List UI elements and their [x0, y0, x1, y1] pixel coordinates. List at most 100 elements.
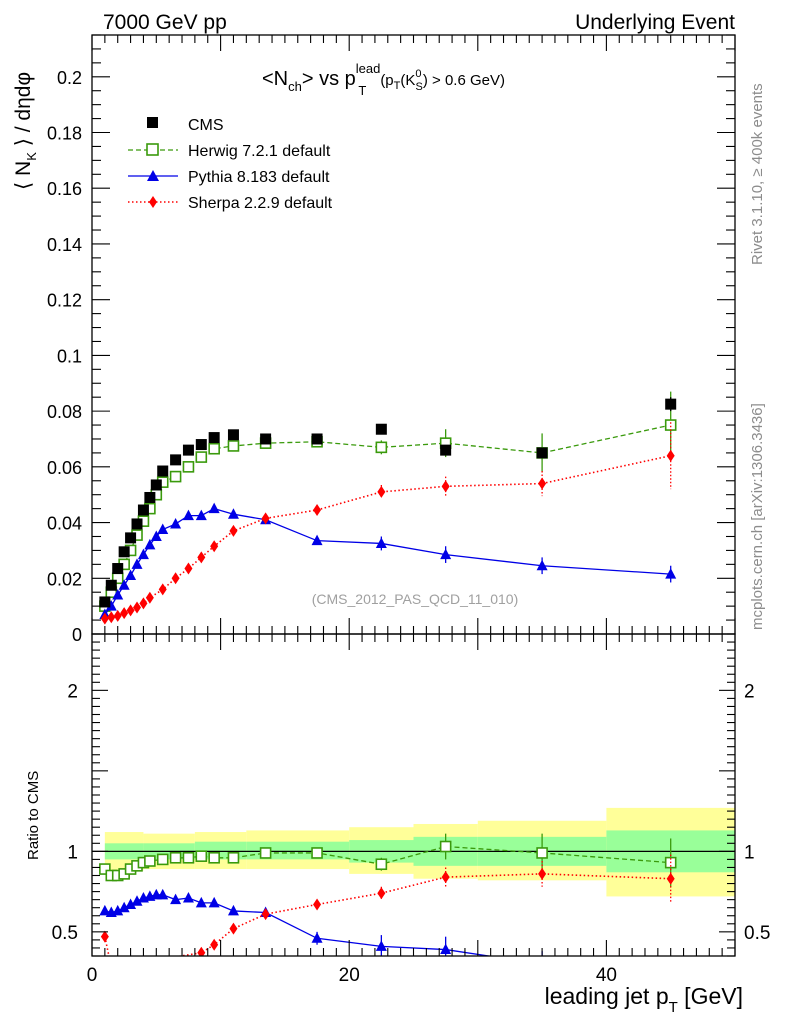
top-pythia-point-4	[125, 569, 137, 580]
top-ytick-label-9: 0.2	[57, 68, 82, 88]
top-cms-point-1	[105, 579, 117, 591]
title-cond-K0: 0	[415, 68, 421, 80]
top-sherpa-point-17	[441, 480, 450, 493]
ratio-pythia-point-13	[208, 896, 220, 908]
top-cms-point-10	[170, 454, 182, 466]
xtick-label-2: 40	[596, 965, 617, 986]
ratio-herwig-point-18	[536, 847, 548, 859]
rivet-version-text: Rivet 3.1.10, ≥ 400k events	[749, 83, 766, 265]
ratio-pythia-point-18	[440, 943, 452, 955]
ratio-pythia-point-16	[311, 932, 323, 943]
top-sherpa-point-14	[261, 512, 270, 525]
top-cms-point-7	[144, 491, 156, 503]
top-pythia-point-17	[375, 537, 387, 548]
top-cms-point-2	[112, 563, 124, 575]
top-ylabel-end: ⟩ / dηdφ	[12, 72, 35, 152]
header-left: 7000 GeV pp	[103, 11, 227, 34]
top-pythia-point-1	[105, 600, 117, 611]
ratio-pythia-point-9	[157, 888, 169, 900]
ratio-ytick-label-right-0: 0.5	[744, 923, 770, 944]
top-ytick-label-0: 0.02	[47, 569, 82, 589]
title-mid: > vs p	[302, 68, 356, 90]
top-ytick-label-0: 0	[72, 625, 82, 645]
top-sherpa-point-8	[158, 583, 167, 596]
top-sherpa-point-3	[120, 607, 129, 620]
legend-marker-cms	[147, 117, 158, 128]
top-cms-point-6	[137, 504, 149, 516]
top-sherpa-point-13	[229, 524, 238, 537]
top-cms-point-5	[131, 518, 143, 530]
mcplots-reference-text: mcplots.cern.ch [arXiv:1306.3436]	[749, 403, 766, 630]
band-inner-3	[246, 841, 350, 860]
top-pythia-point-5	[131, 558, 143, 569]
top-sherpa-point-12	[210, 540, 219, 553]
header-right: Underlying Event	[575, 11, 735, 34]
ratio-pythia-point-5	[131, 895, 143, 906]
ratio-herwig-line	[104, 845, 671, 877]
top-cms-point-13	[208, 432, 220, 444]
top-sherpa-point-11	[197, 551, 206, 564]
top-cms-point-18	[440, 444, 452, 456]
bottom-ylabel: Ratio to CMS	[25, 771, 42, 860]
legend-marker-pythia	[147, 170, 159, 181]
xlabel-sub: T	[669, 999, 678, 1016]
top-pythia-point-16	[311, 534, 323, 546]
xlabel-main: leading jet p	[545, 983, 669, 1009]
top-cms-point-9	[157, 465, 169, 477]
ratio-herwig-point-13	[227, 851, 240, 864]
top-sherpa-point-19	[666, 449, 675, 462]
legend-label-herwig: Herwig 7.2.1 default	[188, 143, 331, 160]
ratio-herwig-point-17	[439, 840, 452, 853]
ratio-panel-frame	[91, 633, 736, 957]
ratio-herwig-point-8	[156, 853, 169, 866]
top-ytick-label-1: 0.04	[47, 514, 82, 534]
top-cms-point-14	[227, 429, 239, 441]
ratio-pythia-point-2	[112, 904, 124, 916]
top-sherpa-point-6	[139, 597, 148, 610]
ratio-sherpa-point-9	[538, 867, 547, 880]
top-pythia-point-18	[440, 548, 452, 560]
top-cms-point-20	[665, 398, 677, 410]
title-cond-T: T	[394, 80, 401, 92]
title-cond-K: (K	[400, 72, 415, 89]
ratio-sherpa-point-3	[210, 938, 219, 951]
ratio-pythia-point-11	[182, 892, 194, 903]
top-pythia-point-14	[227, 508, 239, 519]
ratio-sherpa-point-2	[197, 946, 206, 956]
top-sherpa-point-5	[133, 601, 142, 614]
top-ytick-label-7: 0.16	[47, 179, 82, 199]
top-ylabel-main: ⟨ N	[12, 161, 35, 190]
ratio-herwig-point-10	[182, 851, 195, 864]
top-sherpa-point-0	[100, 612, 109, 625]
title-cond-S: S	[416, 81, 423, 93]
ratio-herwig-point-16	[375, 858, 388, 871]
top-ytick-label-8: 0.18	[47, 124, 82, 144]
ratio-pythia-point-10	[170, 893, 182, 905]
top-sherpa-point-10	[184, 562, 193, 575]
ratio-herwig-point-9	[169, 851, 182, 864]
top-cms-point-3	[118, 546, 130, 558]
top-ytick-label-3: 0.08	[47, 402, 82, 422]
legend-label-cms: CMS	[188, 117, 224, 134]
ratio-herwig-point-12	[208, 851, 220, 864]
plot-title: <Nch> vs plead T(pT(K0 S) > 0.6 GeV)	[262, 61, 505, 98]
legend-label-sherpa: Sherpa 2.2.9 default	[188, 195, 333, 212]
xlabel: leading jet pT [GeV]	[545, 983, 743, 1016]
top-ylabel-sub: K	[24, 152, 39, 161]
ratio-pythia-point-17	[375, 940, 387, 951]
top-ytick-label-2: 0.06	[47, 458, 82, 478]
title-cond: (p	[380, 72, 393, 89]
top-herwig-point-17	[375, 441, 388, 454]
top-pythia-point-20	[665, 568, 677, 579]
ratio-pythia-point-3	[118, 901, 130, 913]
ratio-herwig-point-15	[311, 847, 323, 859]
title-cond-end: ) > 0.6 GeV)	[423, 72, 505, 89]
ratio-ytick-label-right-1: 1	[744, 842, 755, 863]
ratio-pythia-point-12	[195, 896, 207, 908]
top-pythia-point-13	[208, 502, 220, 514]
top-cms-point-15	[260, 433, 272, 445]
top-pythia-point-10	[170, 517, 182, 529]
ratio-ytick-label-right-2: 2	[744, 681, 755, 702]
top-ylabel: ⟨ NK ⟩ / dηdφ	[12, 72, 39, 190]
ratio-ytick-label-left-2: 2	[67, 681, 78, 702]
